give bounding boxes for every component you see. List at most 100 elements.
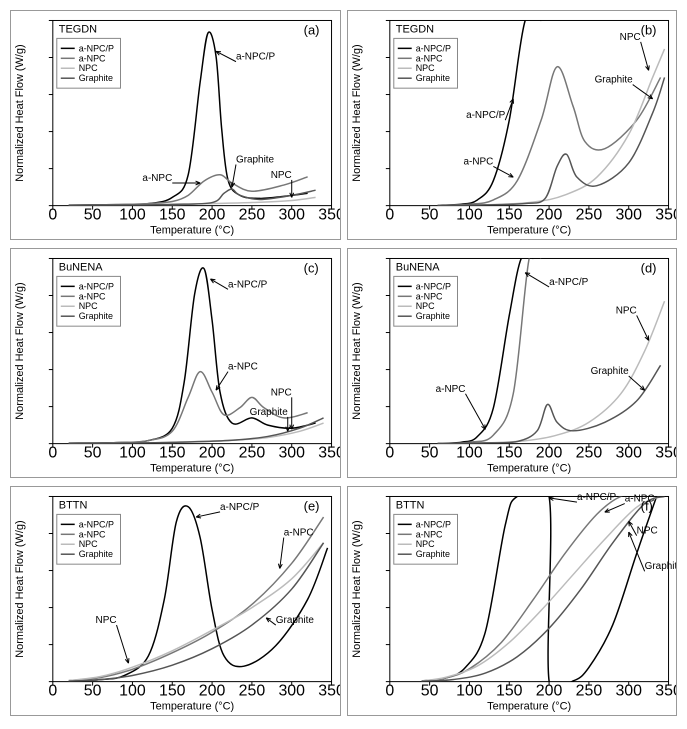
curve-annotation: Graphite [594,75,633,86]
x-tick-label: 250 [575,207,602,224]
curve-annotation: a-NPC [284,528,314,539]
y-axis-label: Normalized Heat Flow (W/g) [14,282,26,419]
legend-item-label: Graphite [415,549,449,559]
x-axis-label: Temperature (°C) [150,701,234,713]
x-tick-label: 200 [535,445,562,462]
legend-item-label: a-NPC [79,53,106,63]
curve-a-NPC-P [437,13,541,205]
y-axis-label: Normalized Heat Flow (W/g) [350,282,362,419]
panel-e: 050100150200250300350Temperature (°C)Nor… [10,486,341,716]
x-tick-label: 350 [318,207,339,224]
legend-item-label: a-NPC [415,53,442,63]
x-axis-label: Temperature (°C) [487,701,571,713]
panel-letter: (a) [304,22,320,37]
legend-item-label: Graphite [79,549,113,559]
x-tick-label: 150 [495,445,522,462]
panel-a: 050100150200250300350Temperature (°C)Nor… [10,10,341,240]
x-tick-label: 300 [278,683,305,700]
x-axis-label: Temperature (°C) [487,463,571,475]
panel-d: 050100150200250300350Temperature (°C)Nor… [347,248,678,478]
panel-c: 050100150200250300350Temperature (°C)Nor… [10,248,341,478]
legend-item-label: Graphite [79,73,113,83]
x-tick-label: 100 [119,207,146,224]
curve-annotation: a-NPC [463,156,493,167]
panel-title: BTTN [395,499,424,511]
curve-Graphite [437,77,664,205]
chart-b: 050100150200250300350Temperature (°C)Nor… [348,11,677,239]
legend-item-label: a-NPC [79,529,106,539]
legend-item-label: a-NPC/P [79,43,114,53]
curve-annotation: a-NPC [435,384,465,395]
y-axis-label: Normalized Heat Flow (W/g) [350,44,362,181]
curve-annotation: a-NPC [624,494,654,505]
x-tick-label: 100 [119,683,146,700]
x-tick-label: 350 [655,207,676,224]
x-tick-label: 250 [575,683,602,700]
legend-item-label: a-NPC [415,529,442,539]
panel-letter: (e) [304,498,320,513]
chart-f: 050100150200250300350Temperature (°C)Nor… [348,487,677,715]
x-tick-label: 50 [420,445,438,462]
curve-a-NPC [421,495,636,681]
panel-letter: (b) [640,22,656,37]
legend-item-label: NPC [415,63,434,73]
curve-annotation: Graphite [276,615,315,626]
legend-item-label: a-NPC [79,291,106,301]
chart-e: 050100150200250300350Temperature (°C)Nor… [11,487,340,715]
curve-NPC [437,301,664,443]
panel-title: BuNENA [59,261,103,273]
legend-item-label: Graphite [79,311,113,321]
x-tick-label: 100 [456,445,483,462]
x-tick-label: 50 [84,683,102,700]
x-tick-label: 0 [385,683,394,700]
curve-Graphite [69,418,324,443]
curve-annotation: Graphite [644,561,676,572]
x-tick-label: 300 [615,683,642,700]
x-axis-label: Temperature (°C) [150,463,234,475]
x-tick-label: 0 [385,207,394,224]
panel-title: BuNENA [395,261,439,273]
x-tick-label: 250 [239,683,266,700]
curve-annotation: a-NPC/P [576,492,616,503]
curve-annotation: NPC [619,32,640,43]
curve-annotation: a-NPC/P [549,277,589,288]
curve-annotation: NPC [615,305,636,316]
curve-annotation: NPC [271,387,292,398]
legend-item-label: a-NPC/P [415,281,450,291]
x-tick-label: 150 [495,683,522,700]
y-axis-label: Normalized Heat Flow (W/g) [14,520,26,657]
curve-annotation: a-NPC/P [228,279,268,290]
curve-annotation: NPC [636,526,657,537]
x-tick-label: 100 [456,207,483,224]
legend-item-label: NPC [79,301,98,311]
x-tick-label: 150 [159,207,186,224]
x-tick-label: 0 [48,445,57,462]
legend-item-label: a-NPC [415,291,442,301]
x-tick-label: 100 [119,445,146,462]
x-tick-label: 50 [84,445,102,462]
x-tick-label: 250 [239,445,266,462]
curve-annotation: Graphite [590,366,629,377]
x-tick-label: 200 [199,683,226,700]
x-tick-label: 200 [199,207,226,224]
panels-grid: 0 50 100 150 200 250 300 350 Temperature (°C) Nor… [10,10,677,716]
x-tick-label: 300 [615,445,642,462]
x-tick-label: 250 [575,445,602,462]
x-tick-label: 300 [278,445,305,462]
curve-annotation: Graphite [250,407,289,418]
panel-title: TEGDN [59,23,97,35]
legend-item-label: NPC [415,539,434,549]
x-tick-label: 350 [655,445,676,462]
legend-item-label: a-NPC/P [79,281,114,291]
x-tick-label: 0 [48,207,57,224]
curve-annotation: a-NPC/P [466,110,506,121]
x-tick-label: 50 [84,207,102,224]
legend-item-label: a-NPC/P [79,519,114,529]
legend-item-label: a-NPC/P [415,43,450,53]
x-tick-label: 300 [278,207,305,224]
x-tick-label: 300 [615,207,642,224]
x-tick-label: 350 [318,445,339,462]
chart-a: 050100150200250300350Temperature (°C)Nor… [11,11,340,239]
x-tick-label: 150 [495,207,522,224]
panel-title: TEGDN [395,23,433,35]
